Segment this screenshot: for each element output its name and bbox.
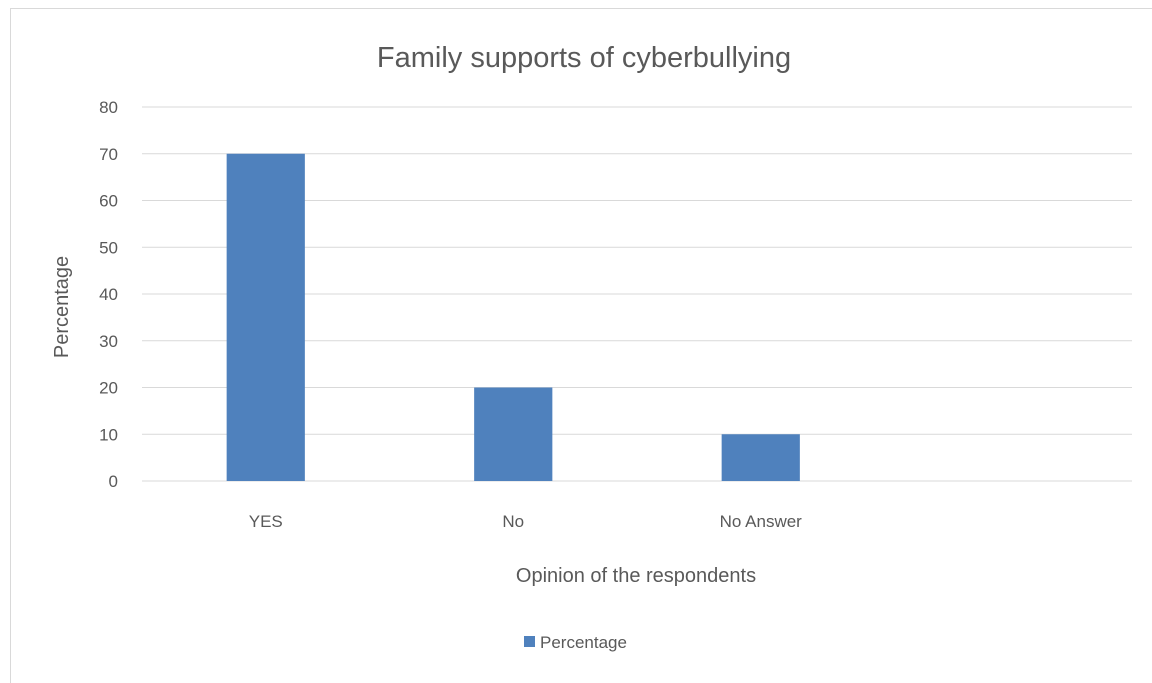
chart-frame: [10, 8, 1152, 683]
gridlines: [142, 106, 1132, 482]
x-category-label: No: [502, 512, 524, 531]
y-tick-label: 70: [99, 145, 118, 164]
y-tick-label: 80: [99, 98, 118, 117]
legend-swatch: [524, 636, 535, 647]
y-tick-labels: 0 10 20 30 40 50 60 70 80: [99, 98, 118, 491]
x-category-label: YES: [249, 512, 283, 531]
bar: [474, 387, 553, 481]
y-tick-label: 30: [99, 332, 118, 351]
y-tick-label: 10: [99, 425, 118, 444]
y-tick-label: 50: [99, 238, 118, 257]
bar: [226, 153, 305, 481]
y-tick-label: 60: [99, 192, 118, 211]
y-tick-label: 0: [109, 472, 118, 491]
legend: Percentage: [524, 633, 627, 652]
bar: [721, 434, 800, 481]
y-tick-label: 40: [99, 285, 118, 304]
chart-title: Family supports of cyberbullying: [377, 42, 791, 74]
y-axis-title: Percentage: [51, 256, 73, 358]
y-tick-label: 20: [99, 379, 118, 398]
x-category-labels: YES No No Answer: [249, 512, 802, 531]
bars: [226, 153, 800, 481]
legend-label: Percentage: [540, 633, 627, 652]
x-category-label: No Answer: [720, 512, 803, 531]
x-axis-title: Opinion of the respondents: [516, 565, 756, 587]
